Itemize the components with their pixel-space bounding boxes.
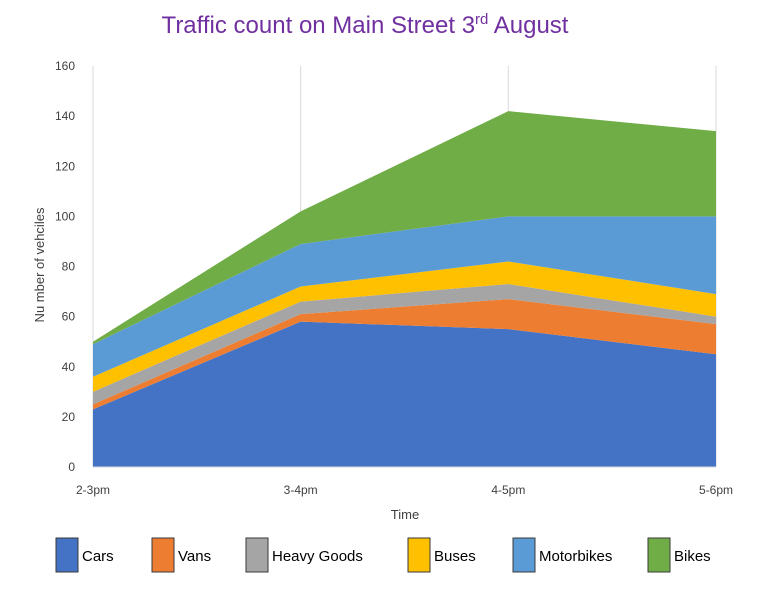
legend-swatch-vans bbox=[151, 537, 175, 573]
legend-swatch-motorbikes bbox=[512, 537, 536, 573]
legend-item-vans: Vans bbox=[151, 537, 211, 573]
legend-swatch-buses bbox=[407, 537, 431, 573]
x-tick-label-5-6pm: 5-6pm bbox=[699, 483, 733, 497]
x-tick-label-3-4pm: 3-4pm bbox=[284, 483, 318, 497]
y-axis-title: Nu mber of vehciles bbox=[32, 207, 47, 322]
y-tick-label: 100 bbox=[55, 209, 75, 223]
y-tick-label: 60 bbox=[62, 310, 76, 324]
chart-title: Traffic count on Main Street 3rd August bbox=[162, 11, 569, 39]
legend-item-cars: Cars bbox=[55, 537, 114, 573]
legend-label-bikes: Bikes bbox=[674, 548, 711, 565]
y-tick-label: 20 bbox=[62, 410, 76, 424]
y-tick-label: 140 bbox=[55, 109, 75, 123]
area-vans bbox=[93, 299, 716, 410]
area-bikes bbox=[93, 111, 716, 345]
y-tick-label: 120 bbox=[55, 159, 75, 173]
legend-label-vans: Vans bbox=[178, 548, 211, 565]
area-heavy-goods bbox=[93, 284, 716, 405]
y-tick-label: 0 bbox=[68, 460, 75, 474]
legend-item-buses: Buses bbox=[407, 537, 476, 573]
legend-item-motorbikes: Motorbikes bbox=[512, 537, 612, 573]
chart-title-end: August bbox=[488, 12, 568, 39]
axes: 0 20 40 60 80 100 120 140 160 2-3pm 3-4pm 4-5pm 5-6p… bbox=[55, 59, 733, 497]
legend-label-heavy-goods: Heavy Goods bbox=[272, 548, 363, 565]
x-tick-label-2-3pm: 2-3pm bbox=[76, 483, 110, 497]
legend-swatch-bikes bbox=[647, 537, 671, 573]
legend: Cars Vans Heavy Goods Buses Motorbikes Bikes bbox=[55, 537, 711, 573]
area-series bbox=[93, 111, 716, 467]
chart-title-superscript: rd bbox=[475, 11, 488, 28]
x-axis-title: Time bbox=[391, 507, 419, 522]
legend-label-cars: Cars bbox=[82, 548, 114, 565]
legend-item-bikes: Bikes bbox=[647, 537, 711, 573]
legend-label-motorbikes: Motorbikes bbox=[539, 548, 612, 565]
legend-swatch-heavy-goods bbox=[245, 537, 269, 573]
legend-item-heavy-goods: Heavy Goods bbox=[245, 537, 363, 573]
y-tick-label: 160 bbox=[55, 59, 75, 73]
legend-swatch-cars bbox=[55, 537, 79, 573]
y-tick-label: 80 bbox=[62, 260, 76, 274]
area-cars bbox=[93, 321, 716, 467]
area-buses bbox=[93, 261, 716, 392]
y-tick-label: 40 bbox=[62, 360, 76, 374]
area-motorbikes bbox=[93, 216, 716, 377]
x-tick-label-4-5pm: 4-5pm bbox=[491, 483, 525, 497]
legend-label-buses: Buses bbox=[434, 548, 476, 565]
